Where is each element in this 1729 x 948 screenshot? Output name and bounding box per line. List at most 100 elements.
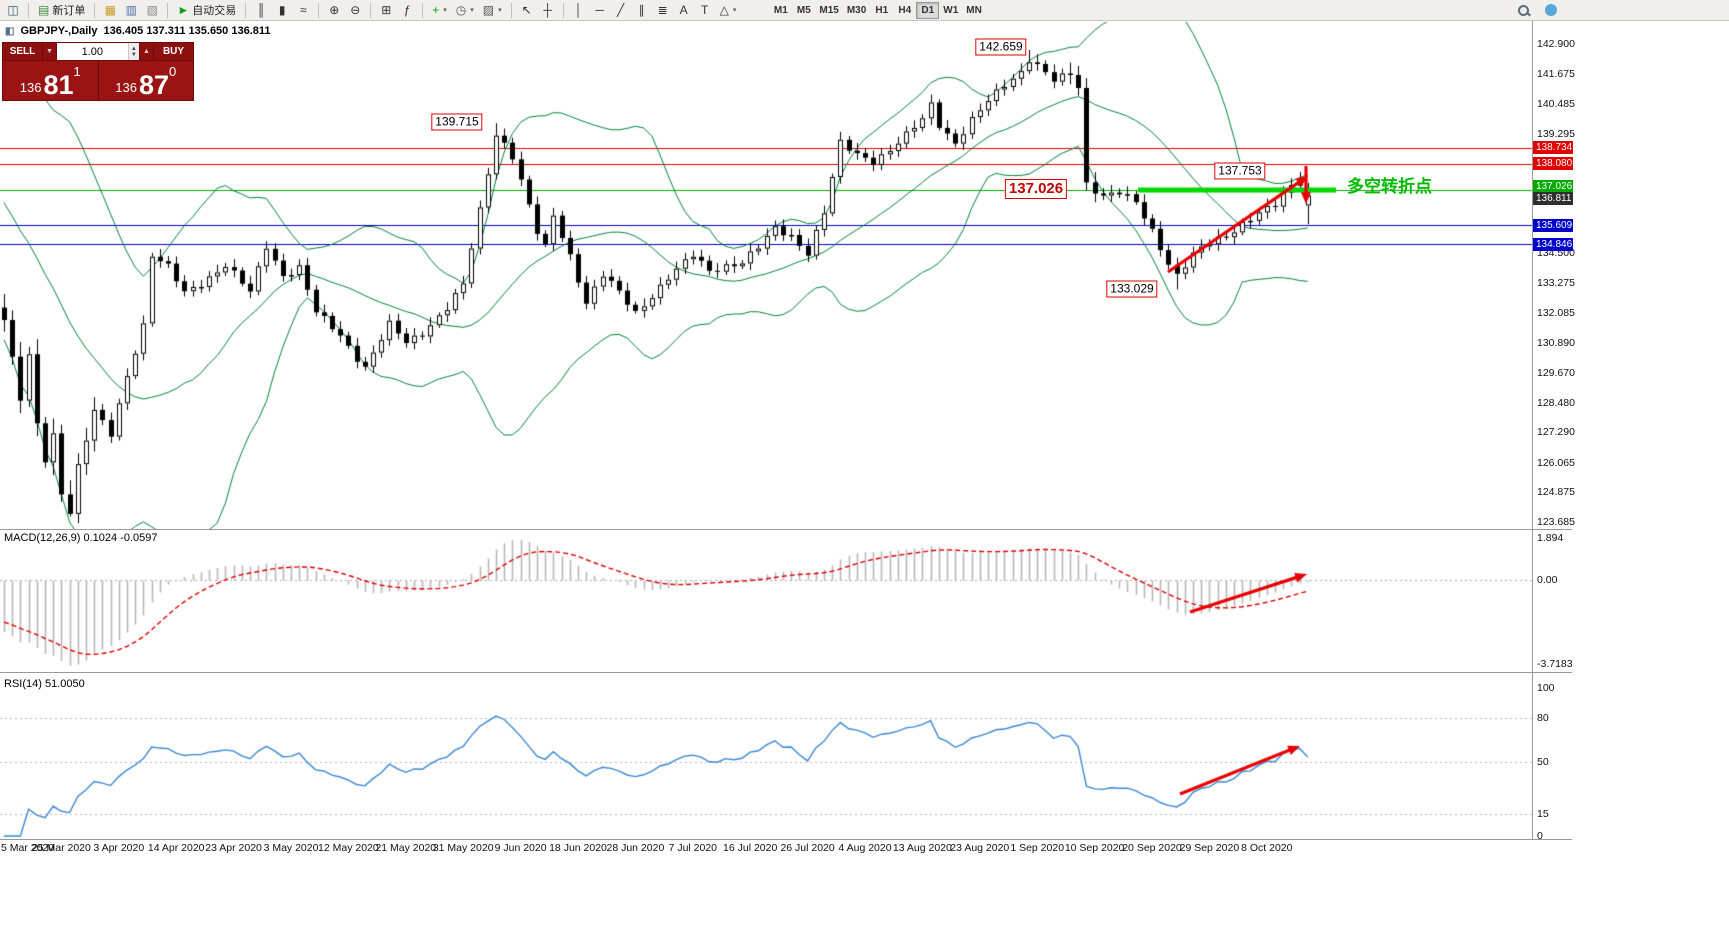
channel-icon: ∥ (638, 3, 645, 17)
zoom-in-icon: ⊕ (329, 3, 340, 17)
timeframe-m5[interactable]: M5 (796, 4, 811, 16)
print-icon: ▥ (125, 3, 138, 17)
label-button[interactable]: T (695, 1, 715, 19)
sell-button[interactable]: SELL (3, 43, 43, 60)
cursor-button[interactable]: ↖ (517, 1, 537, 19)
templates-icon: ▨ (482, 3, 495, 17)
community-button[interactable] (1541, 1, 1561, 19)
zoom-out-button[interactable]: ⊖ (345, 1, 365, 19)
panel-divider-macd[interactable] (0, 529, 1572, 530)
add-indicator-button[interactable]: + ▾ (428, 1, 451, 19)
buy-dropdown-caret[interactable]: ▲ (139, 43, 153, 60)
sell-price-small: 136 (19, 80, 42, 95)
chart-title: GBPJPY-,Daily (20, 25, 98, 37)
crosshair-icon: ┼ (543, 3, 552, 17)
shapes-button[interactable]: △ ▾ (716, 1, 741, 19)
chart-ohlc: 136.405 137.311 135.650 136.811 (103, 25, 271, 37)
tile-windows-icon: ⊞ (381, 3, 392, 17)
search-button[interactable] (1512, 1, 1535, 19)
chart-canvas[interactable] (0, 21, 1572, 948)
auto-trading-button-label: 自动交易 (192, 5, 237, 17)
bar-chart-icon: ║ (256, 3, 266, 17)
refresh-button[interactable]: ▧ (142, 1, 162, 19)
timeframe-m15[interactable]: M15 (819, 4, 839, 16)
new-order-icon: ▤ (38, 3, 50, 17)
turning-point-label: 多空转折点 (1347, 177, 1432, 196)
macd-label: MACD(12,26,9) (4, 532, 81, 544)
timeframe-h4[interactable]: H4 (898, 4, 912, 16)
zoom-in-button[interactable]: ⊕ (324, 1, 344, 19)
candlestick-chart-button[interactable]: ▮ (272, 1, 292, 19)
buy-price[interactable]: 136 87 0 (99, 61, 194, 100)
timeframe-h1[interactable]: H1 (875, 4, 889, 16)
sell-price[interactable]: 136 81 1 (3, 61, 99, 100)
auto-trading-icon: ► (177, 3, 190, 17)
trendline-button[interactable]: ╱ (611, 1, 631, 19)
community-icon (1545, 4, 1557, 16)
profiles-icon: ▦ (104, 3, 117, 17)
trendline-icon: ╱ (617, 3, 625, 17)
candlestick-chart-icon: ▮ (278, 3, 286, 17)
toolbar-separator (28, 2, 29, 18)
horizontal-line-button[interactable]: ─ (590, 1, 610, 19)
toolbar-separator (562, 2, 564, 18)
line-chart-button[interactable]: ≈ (293, 1, 313, 19)
fibonacci-icon: ≣ (657, 3, 668, 17)
date-axis-divider[interactable] (0, 839, 1572, 840)
crosshair-button[interactable]: ┼ (538, 1, 558, 19)
new-order-button-label: 新订单 (52, 5, 86, 17)
chart-window-button[interactable]: ◫ (3, 1, 23, 19)
toolbar-separator (510, 2, 512, 18)
line-chart-icon: ≈ (299, 3, 307, 17)
auto-trading-button[interactable]: ► 自动交易 (173, 1, 240, 19)
print-button[interactable]: ▥ (121, 1, 141, 19)
period-clock-button[interactable]: ◷ ▾ (452, 1, 478, 19)
vertical-line-button[interactable]: │ (569, 1, 589, 19)
horizontal-line-icon: ─ (595, 3, 604, 17)
rsi-label: RSI(14) (4, 678, 42, 690)
text-button[interactable]: A (674, 1, 694, 19)
templates-button[interactable]: ▨ ▾ (479, 1, 506, 19)
macd-values: 0.1024 -0.0597 (83, 532, 158, 544)
chart-symbol-icon: ◧ (5, 25, 15, 37)
timeframe-m30[interactable]: M30 (846, 4, 867, 16)
one-click-trading-panel: SELL ▼ ▲▼ ▲ BUY 136 81 1 136 87 0 (2, 42, 194, 101)
dropdown-caret-icon: ▾ (732, 7, 737, 14)
profiles-button[interactable]: ▦ (100, 1, 120, 19)
macd-header: MACD(12,26,9) 0.1024 -0.0597 (4, 532, 158, 544)
cursor-icon: ↖ (521, 3, 532, 17)
rsi-header: RSI(14) 51.0050 (4, 678, 85, 690)
sell-dropdown-caret[interactable]: ▼ (43, 43, 57, 60)
timeframe-toolbar: M1 M5 M15 M30 H1 H4 D1 W1 MN (769, 1, 985, 19)
period-clock-icon: ◷ (455, 3, 467, 17)
bar-chart-button[interactable]: ║ (251, 1, 271, 19)
timeframe-mn[interactable]: MN (966, 4, 982, 16)
timeframe-m1[interactable]: M1 (773, 4, 788, 16)
spin-up-icon: ▲ (130, 45, 137, 52)
channel-button[interactable]: ∥ (632, 1, 652, 19)
search-icon (1516, 3, 1531, 18)
chart-info: ◧ GBPJPY-,Daily 136.405 137.311 135.650 … (5, 25, 271, 37)
timeframe-w1[interactable]: W1 (943, 4, 959, 16)
buy-button[interactable]: BUY (153, 43, 193, 60)
fibonacci-button[interactable]: ≣ (653, 1, 673, 19)
new-order-button[interactable]: ▤ 新订单 (34, 1, 89, 19)
dropdown-caret-icon: ▾ (470, 7, 474, 14)
timeframe-d1[interactable]: D1 (916, 1, 940, 19)
lot-size-input[interactable] (57, 43, 128, 60)
toolbar-separator (94, 2, 96, 18)
dropdown-caret-icon: ▾ (443, 7, 447, 14)
zoom-out-icon: ⊖ (350, 3, 361, 17)
text-icon: A (679, 3, 688, 17)
toolbar-separator (245, 2, 247, 18)
shapes-icon: △ (719, 3, 729, 17)
buy-price-big: 87 (138, 70, 169, 101)
dropdown-caret-icon: ▾ (498, 7, 502, 14)
tile-windows-button[interactable]: ⊞ (376, 1, 396, 19)
add-indicator-icon: + (432, 3, 440, 17)
indicators-button[interactable]: ƒ (397, 1, 417, 19)
price-axis-line (1532, 21, 1533, 840)
panel-divider-rsi[interactable] (0, 672, 1572, 673)
lot-spinner[interactable]: ▲ ▼ (127, 43, 139, 60)
